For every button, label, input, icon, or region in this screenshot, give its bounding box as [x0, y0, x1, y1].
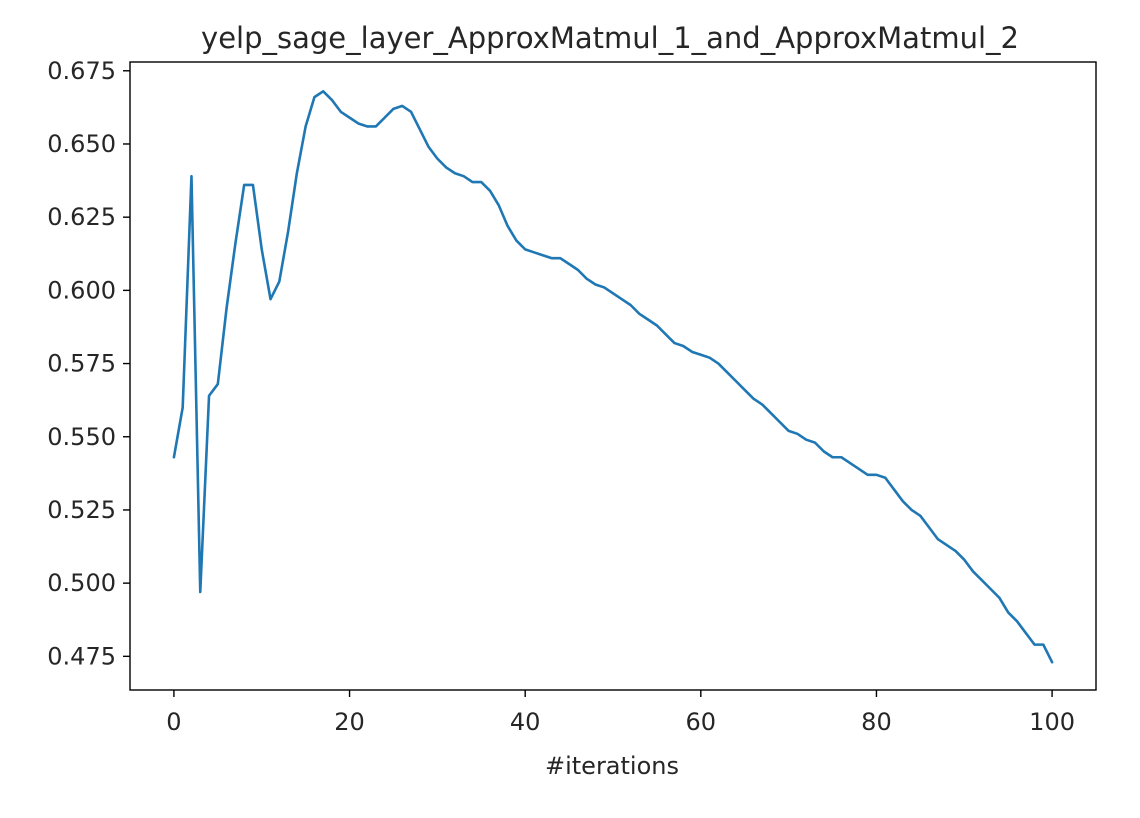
plot-frame [129, 61, 1097, 691]
x-tick-label: 20 [334, 708, 365, 736]
y-tick-label: 0.575 [47, 350, 116, 378]
y-tick-label: 0.500 [47, 569, 116, 597]
plot-area: 0 20 40 60 80 100 0.475 0.500 0.525 0.550 0.575 0.6… [47, 57, 1097, 736]
y-tick-label: 0.675 [47, 57, 116, 85]
x-tick-label: 100 [1029, 708, 1075, 736]
x-tick-label: 60 [686, 708, 717, 736]
y-tick-label: 0.525 [47, 496, 116, 524]
x-tick-label: 80 [861, 708, 892, 736]
series-line-0 [172, 89, 1054, 664]
y-tick-label: 0.550 [47, 423, 116, 451]
y-tick-label: 0.650 [47, 130, 116, 158]
x-tick-label: 0 [166, 708, 181, 736]
x-axis-title: #iterations [545, 752, 679, 780]
y-tick-label: 0.475 [47, 642, 116, 670]
chart-title: yelp_sage_layer_ApproxMatmul_1_and_Appro… [201, 21, 1019, 55]
y-tick-label: 0.600 [47, 276, 116, 304]
y-tick-label: 0.625 [47, 203, 116, 231]
x-tick-label: 40 [510, 708, 541, 736]
